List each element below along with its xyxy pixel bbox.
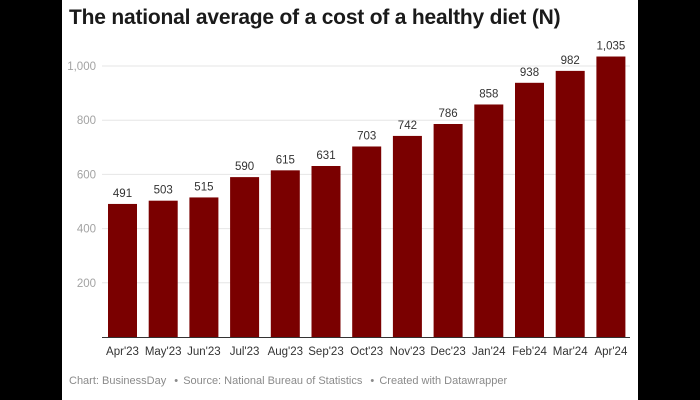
data-label: 491 — [113, 188, 132, 200]
chart-footer: Chart: BusinessDay • Source: National Bu… — [69, 375, 507, 387]
y-tick-label: 200 — [77, 278, 96, 290]
bar — [189, 197, 219, 337]
data-label: 515 — [194, 181, 213, 193]
footer-separator: • — [370, 375, 375, 387]
bar — [108, 203, 137, 337]
y-tick-label: 800 — [77, 115, 96, 127]
x-tick-label: Jun'23 — [187, 346, 221, 358]
data-label: 742 — [398, 120, 417, 132]
bar — [474, 104, 504, 338]
x-tick-label: Apr'23 — [106, 346, 139, 358]
source-note: Source: National Bureau of Statistics — [183, 375, 363, 387]
bar — [270, 170, 300, 337]
bar — [596, 56, 626, 337]
bar — [433, 123, 463, 337]
chart-canvas: The national average of a cost of a heal… — [62, 0, 638, 400]
created-with-note: Created with Datawrapper — [379, 375, 508, 387]
footer-separator: • — [174, 375, 179, 387]
chart-title: The national average of a cost of a heal… — [69, 6, 561, 29]
y-axis-ticks: 200 400 600 800 1,000 — [67, 61, 96, 290]
bar — [230, 177, 260, 337]
bar — [392, 135, 422, 337]
x-tick-label: Aug'23 — [268, 346, 303, 358]
bar-chart: 200 400 600 800 1,000 491 503 515 590 615 631 703 7… — [67, 41, 630, 358]
data-labels: 491 503 515 590 615 631 703 742 786 858 938 982 1,03… — [113, 41, 625, 200]
x-tick-label: Dec'23 — [430, 346, 465, 358]
data-label: 1,035 — [597, 41, 626, 53]
bar — [352, 146, 382, 337]
x-tick-label: Apr'24 — [594, 346, 627, 358]
data-label: 982 — [561, 55, 580, 67]
x-tick-label: May'23 — [145, 346, 182, 358]
bars — [108, 56, 626, 338]
y-tick-label: 400 — [77, 224, 96, 236]
x-tick-label: Oct'23 — [350, 346, 383, 358]
data-label: 703 — [357, 130, 376, 142]
bar — [515, 82, 544, 337]
x-tick-label: Feb'24 — [512, 346, 547, 358]
x-tick-label: Nov'23 — [390, 346, 425, 358]
y-tick-label: 600 — [77, 169, 96, 181]
data-label: 938 — [520, 67, 539, 79]
y-tick-label: 1,000 — [67, 61, 96, 73]
bar — [555, 70, 585, 338]
data-label: 631 — [316, 150, 335, 162]
x-tick-label: Jul'23 — [230, 346, 260, 358]
x-tick-label: Sep'23 — [308, 346, 343, 358]
bar — [148, 200, 178, 337]
data-label: 858 — [479, 88, 498, 100]
x-tick-label: Mar'24 — [553, 346, 588, 358]
data-label: 786 — [439, 108, 458, 120]
data-label: 503 — [154, 185, 173, 197]
x-axis-ticks: Apr'23 May'23 Jun'23 Jul'23 Aug'23 Sep'23 Oct'… — [106, 346, 628, 358]
data-label: 590 — [235, 161, 254, 173]
x-tick-label: Jan'24 — [472, 346, 506, 358]
bar — [311, 165, 341, 337]
chart-credit: Chart: BusinessDay — [69, 375, 167, 387]
data-label: 615 — [276, 154, 295, 166]
